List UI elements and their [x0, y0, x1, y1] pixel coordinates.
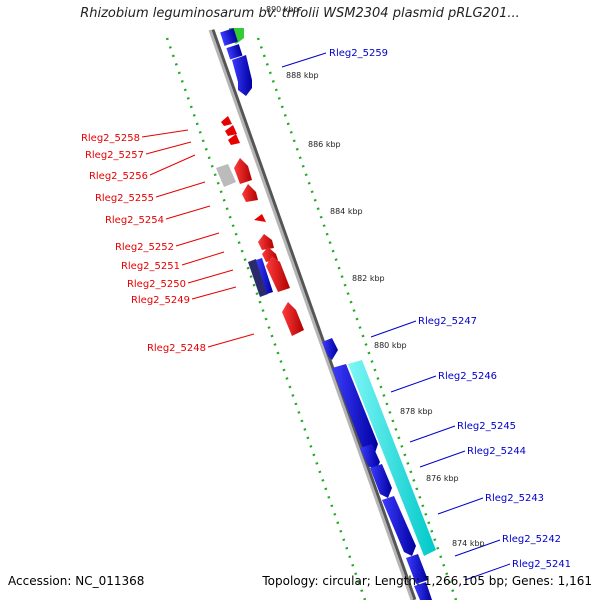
label-rleg2-5254[interactable]: Rleg2_5254 — [105, 215, 164, 226]
gene-red-rleg2-5254[interactable] — [242, 184, 258, 202]
tick-label-878: 878 kbp — [400, 407, 433, 416]
tick-label-876: 876 kbp — [426, 474, 459, 483]
left-dotted-rail — [165, 37, 367, 600]
tick-label-890: 890 kbp — [266, 5, 299, 14]
gene-blue-rleg2-5243[interactable] — [382, 496, 416, 556]
gene-blue-rleg2-5241[interactable] — [414, 582, 432, 600]
tick-label-874: 874 kbp — [452, 539, 485, 548]
label-rleg2-5258[interactable]: Rleg2_5258 — [81, 133, 140, 144]
gene-red-rleg2-5258[interactable] — [221, 116, 232, 126]
label-rleg2-5243[interactable]: Rleg2_5243 — [485, 493, 544, 504]
tick-label-884: 884 kbp — [330, 207, 363, 216]
gene-blue-top-2[interactable] — [226, 44, 243, 60]
tick-label-888: 888 kbp — [286, 71, 319, 80]
label-rleg2-5244[interactable]: Rleg2_5244 — [467, 446, 526, 457]
gene-red-rleg2-5255b[interactable] — [234, 158, 252, 184]
gene-red-rleg2-5256[interactable] — [228, 134, 240, 145]
gene-red-rleg2-5251[interactable] — [258, 234, 274, 250]
label-rleg2-5257[interactable]: Rleg2_5257 — [85, 150, 144, 161]
gene-blue-rleg2-5244[interactable] — [370, 464, 392, 498]
gene-blue-rleg2-5259[interactable] — [232, 55, 252, 96]
label-rleg2-5259[interactable]: Rleg2_5259 — [329, 48, 388, 59]
backbone-shadow — [209, 29, 417, 600]
gene-blue-rleg2-5249b[interactable] — [256, 258, 273, 294]
label-rleg2-5255[interactable]: Rleg2_5255 — [95, 193, 154, 204]
gene-blue-rleg2-5247[interactable] — [322, 338, 338, 360]
label-rleg2-5252[interactable]: Rleg2_5252 — [115, 242, 174, 253]
genome-summary-text: Topology: circular; Length: 1,266,105 bp… — [262, 574, 592, 588]
label-rleg2-5245[interactable]: Rleg2_5245 — [457, 421, 516, 432]
label-rleg2-5242[interactable]: Rleg2_5242 — [502, 534, 561, 545]
label-rleg2-5256[interactable]: Rleg2_5256 — [89, 171, 148, 182]
gene-red-rleg2-5257[interactable] — [225, 125, 237, 136]
gene-grey-rleg2-5255[interactable] — [216, 164, 236, 187]
backbone — [208, 29, 414, 600]
gene-red-rleg2-5249c[interactable] — [266, 256, 290, 292]
gene-blue-rleg2-5245[interactable] — [360, 444, 380, 470]
gene-blue-rleg2-5246[interactable] — [332, 364, 378, 456]
right-dotted-rail — [256, 37, 458, 600]
label-rleg2-5250[interactable]: Rleg2_5250 — [127, 279, 186, 290]
gene-blue-rleg2-5242[interactable] — [406, 554, 428, 584]
tick-label-886: 886 kbp — [308, 140, 341, 149]
reverse-leaders — [141, 129, 255, 348]
gene-navy-rleg2-5249[interactable] — [248, 259, 268, 297]
tick-label-882: 882 kbp — [352, 274, 385, 283]
gene-red-rleg2-5252[interactable] — [254, 214, 266, 222]
tick-label-880: 880 kbp — [374, 341, 407, 350]
accession-text: Accession: NC_011368 — [8, 574, 145, 588]
label-rleg2-5251[interactable]: Rleg2_5251 — [121, 261, 180, 272]
label-rleg2-5241[interactable]: Rleg2_5241 — [512, 559, 571, 570]
label-rleg2-5248[interactable]: Rleg2_5248 — [147, 343, 206, 354]
gene-red-rleg2-5248[interactable] — [282, 302, 304, 336]
label-rleg2-5249[interactable]: Rleg2_5249 — [131, 295, 190, 306]
forward-leaders — [281, 52, 511, 581]
gene-cyan-highlight[interactable] — [348, 360, 436, 556]
gene-blue-top-1[interactable] — [220, 28, 238, 46]
label-rleg2-5246[interactable]: Rleg2_5246 — [438, 371, 497, 382]
label-rleg2-5247[interactable]: Rleg2_5247 — [418, 316, 477, 327]
map-title: Rhizobium leguminosarum bv. trifolii WSM… — [80, 6, 520, 21]
